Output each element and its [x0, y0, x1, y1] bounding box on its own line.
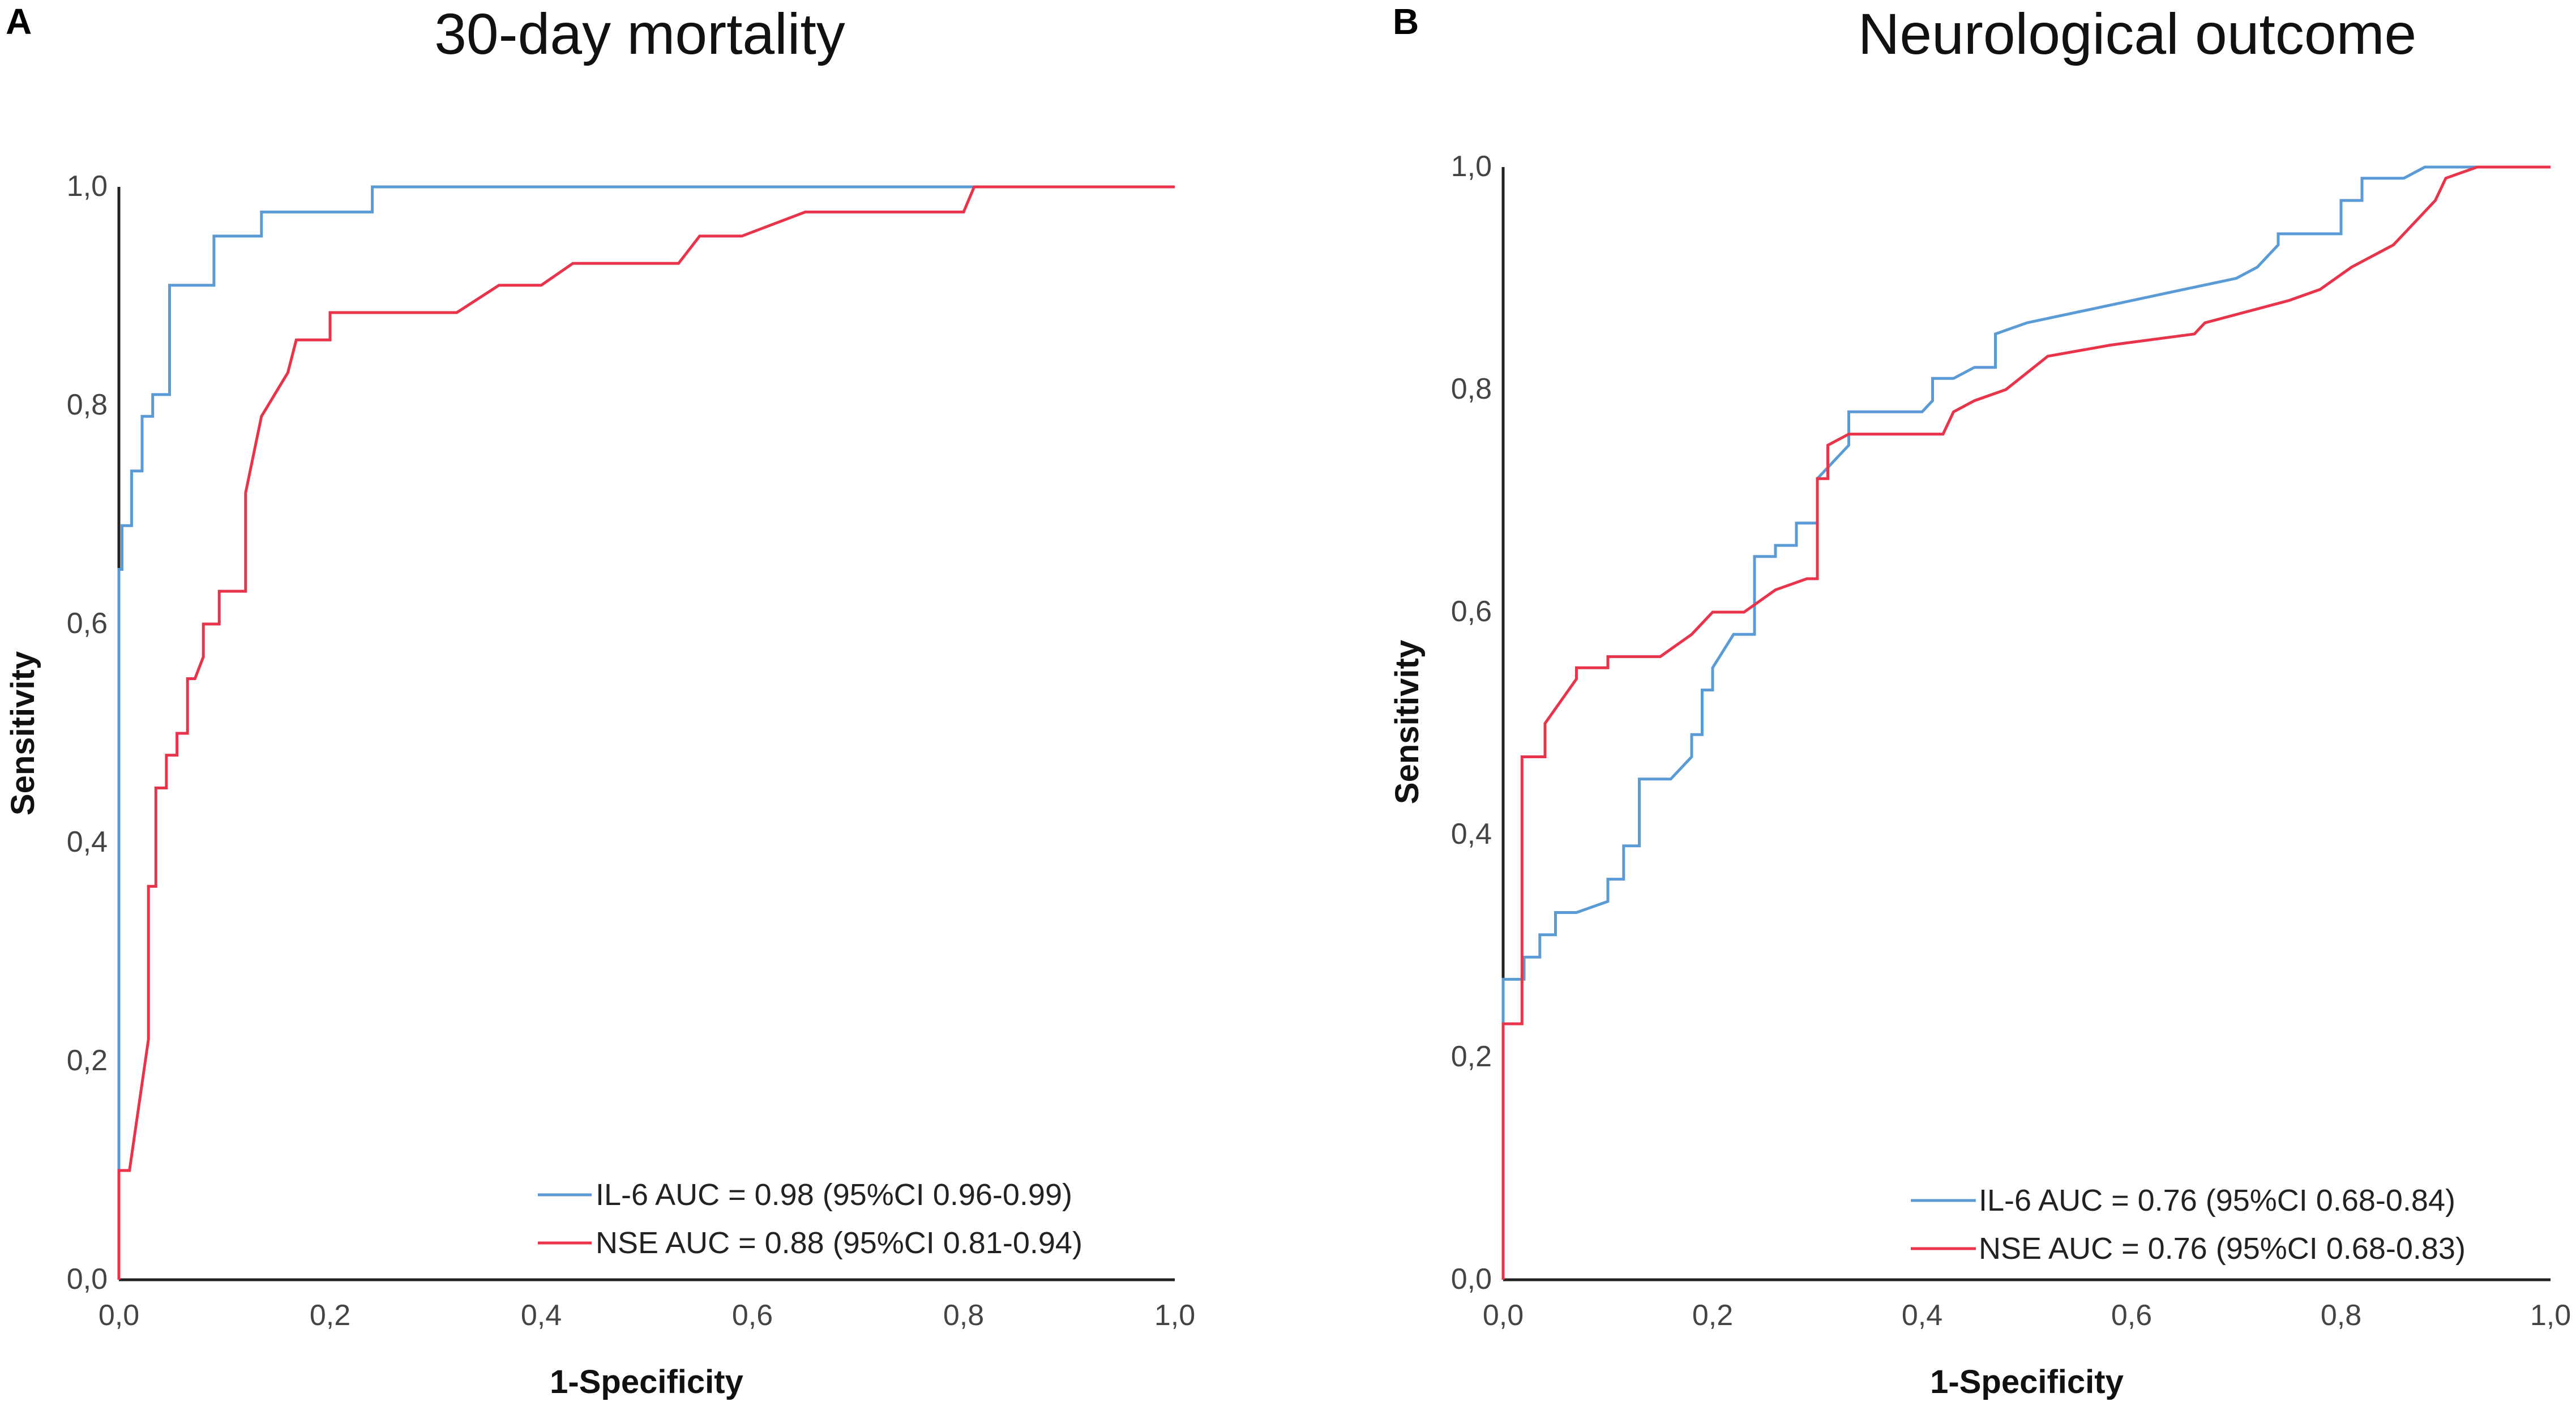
roc-curve-nse: [117, 185, 1175, 1280]
panel-a-ytick: 0,8: [67, 388, 108, 421]
panel-b-xtick: 0,0: [1483, 1299, 1524, 1332]
panel-a-xtick: 0,6: [732, 1299, 773, 1332]
panel-b-ytick: 0,2: [1451, 1040, 1492, 1073]
panel-a-series-layer: [117, 185, 1175, 1280]
panel-b-xtick: 1,0: [2530, 1299, 2571, 1332]
panel-b-legend-label-nse: NSE AUC = 0.76 (95%CI 0.68-0.83): [1979, 1232, 2466, 1266]
panel-b-ytick: 0,0: [1451, 1263, 1492, 1296]
panel-a-letter: A: [6, 1, 32, 42]
roc-curve-il6: [117, 185, 1175, 1280]
panel-a-xtick: 0,0: [99, 1299, 139, 1332]
panel-a-ytick: 0,6: [67, 607, 108, 640]
panel-a-xtick: 0,2: [310, 1299, 350, 1332]
panel-a-xlabel: 1-Specificity: [550, 1364, 743, 1400]
panel-b-letter: B: [1393, 1, 1419, 42]
panel-a-legend-label-il6: IL-6 AUC = 0.98 (95%CI 0.96-0.99): [596, 1178, 1072, 1212]
panel-b-xtick: 0,4: [1902, 1299, 1942, 1332]
panel-b-xtick: 0,8: [2321, 1299, 2361, 1332]
panel-a-legend-label-nse: NSE AUC = 0.88 (95%CI 0.81-0.94): [596, 1226, 1082, 1260]
panel-b-ytick: 1,0: [1451, 150, 1492, 183]
panel-a-xtick: 0,4: [521, 1299, 562, 1332]
panel-a-legend: IL-6 AUC = 0.98 (95%CI 0.96-0.99) NSE AU…: [538, 1178, 1082, 1260]
panel-b-ylabel: Sensitivity: [1389, 640, 1426, 804]
panel-b-xtick: 0,2: [1692, 1299, 1733, 1332]
panel-b-ytick: 0,8: [1451, 373, 1492, 405]
panel-b-ytick: 0,4: [1451, 818, 1492, 851]
panel-a-ytick: 0,4: [67, 826, 108, 858]
panel-b-title: Neurological outcome: [1858, 2, 2417, 66]
panel-b-series-layer: [1501, 165, 2551, 1280]
panel-a: A 30-day mortality 0,0 0,2 0,4 0,6 0,8 1…: [5, 1, 1195, 1400]
panel-a-xtick: 1,0: [1154, 1299, 1195, 1332]
panel-a-xtick: 0,8: [943, 1299, 984, 1332]
roc-curve-il6: [1501, 165, 2551, 1280]
panel-b-xtick: 0,6: [2111, 1299, 2152, 1332]
panel-a-ytick: 0,0: [67, 1263, 108, 1296]
panel-a-ytick: 1,0: [67, 170, 108, 203]
panel-a-ylabel: Sensitivity: [5, 651, 41, 815]
panel-b: B Neurological outcome 0,0 0,2 0,4 0,6 0…: [1389, 1, 2571, 1400]
panel-b-ytick: 0,6: [1451, 595, 1492, 628]
roc-curve-nse: [1501, 165, 2551, 1280]
panel-b-legend-label-il6: IL-6 AUC = 0.76 (95%CI 0.68-0.84): [1979, 1183, 2455, 1217]
panel-a-title: 30-day mortality: [434, 2, 845, 66]
panel-b-xlabel: 1-Specificity: [1930, 1364, 2124, 1400]
panel-b-legend: IL-6 AUC = 0.76 (95%CI 0.68-0.84) NSE AU…: [1911, 1183, 2466, 1266]
panel-a-ytick: 0,2: [67, 1044, 108, 1077]
